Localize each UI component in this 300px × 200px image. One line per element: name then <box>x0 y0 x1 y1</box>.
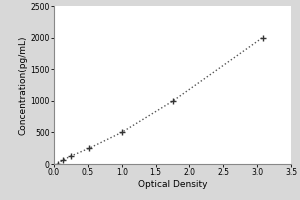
Y-axis label: Concentration(pg/mL): Concentration(pg/mL) <box>19 35 28 135</box>
X-axis label: Optical Density: Optical Density <box>138 180 207 189</box>
